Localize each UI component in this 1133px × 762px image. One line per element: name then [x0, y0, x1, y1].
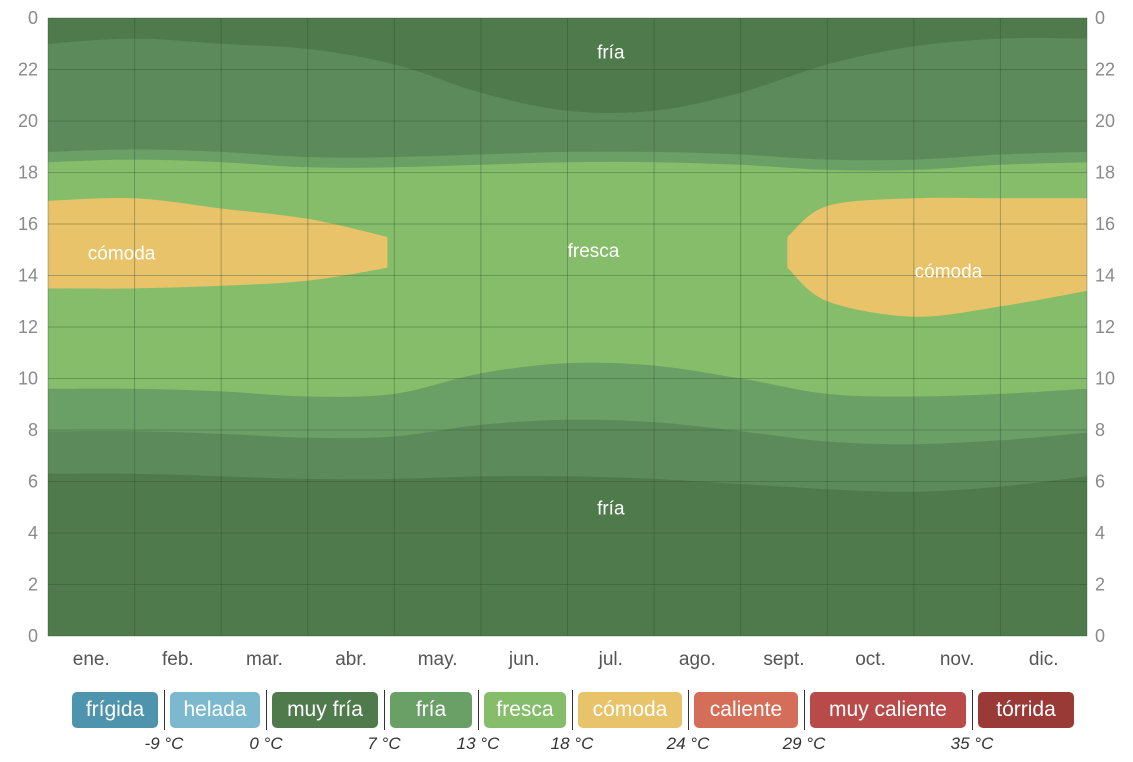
legend-chip: caliente	[694, 692, 798, 728]
legend-chip: tórrida	[978, 692, 1074, 728]
y-tick-label-right: 10	[1095, 369, 1115, 389]
x-tick-label: dic.	[1029, 649, 1059, 670]
y-tick-label-left: 20	[18, 111, 38, 131]
y-tick-label-right: 0	[1095, 8, 1105, 28]
y-tick-label-left: 12	[18, 317, 38, 337]
y-tick-label-right: 14	[1095, 266, 1115, 286]
band-label: cómoda	[88, 243, 156, 264]
legend-threshold: 13 °C	[456, 734, 500, 753]
legend-threshold: -9 °C	[144, 734, 184, 753]
x-tick-label: may.	[418, 649, 458, 670]
band-labels: fría cómoda fresca cómoda fría	[88, 42, 983, 519]
y-tick-label-right: 6	[1095, 472, 1105, 492]
band-label: fría	[597, 498, 625, 519]
y-tick-label-left: 22	[18, 60, 38, 80]
x-tick-label: oct.	[855, 649, 886, 670]
y-tick-label-right: 16	[1095, 214, 1115, 234]
band-comoda-left	[48, 198, 388, 289]
y-tick-label-left: 10	[18, 369, 38, 389]
legend-threshold: 24 °C	[666, 734, 710, 753]
legend-separator	[384, 690, 385, 730]
x-tick-label: nov.	[940, 649, 975, 670]
y-tick-label-right: 8	[1095, 420, 1105, 440]
temperature-bands	[48, 18, 1087, 636]
x-tick-label: sept.	[763, 649, 804, 670]
band-label: fría	[597, 42, 625, 63]
y-tick-label-left: 8	[28, 420, 38, 440]
legend-separator	[164, 690, 165, 730]
legend-chip: muy fría	[272, 692, 378, 728]
y-tick-label-left: 2	[28, 575, 38, 595]
legend-threshold: 0 °C	[249, 734, 283, 753]
y-tick-label-left: 4	[28, 523, 38, 543]
temperature-legend: frígida helada muy fría fría fresca cómoda cal…	[0, 690, 1133, 762]
x-tick-label: ago.	[679, 649, 716, 670]
y-tick-label-left: 6	[28, 472, 38, 492]
y-tick-label-right: 20	[1095, 111, 1115, 131]
x-tick-label: ene.	[73, 649, 110, 670]
y-tick-label-left: 18	[18, 163, 38, 183]
legend-separator	[266, 690, 267, 730]
y-tick-label-right: 0	[1095, 626, 1105, 646]
x-tick-label: abr.	[335, 649, 367, 670]
y-tick-label-right: 12	[1095, 317, 1115, 337]
x-tick-label: jul.	[598, 649, 623, 670]
y-tick-label-right: 18	[1095, 163, 1115, 183]
legend-threshold: 18 °C	[550, 734, 594, 753]
y-tick-label-right: 22	[1095, 60, 1115, 80]
y-tick-label-left: 16	[18, 214, 38, 234]
legend-separator	[688, 690, 689, 730]
legend-chip: frígida	[72, 692, 158, 728]
grid-lines	[47, 17, 1088, 637]
legend-chip: fría	[390, 692, 472, 728]
legend-separator	[572, 690, 573, 730]
y-tick-label-left: 0	[28, 8, 38, 28]
legend-separator	[804, 690, 805, 730]
x-axis: ene. feb. mar. abr. may. jun. jul. ago. sept. oct…	[73, 649, 1059, 670]
legend-threshold: 35 °C	[950, 734, 994, 753]
legend-separator	[972, 690, 973, 730]
y-tick-label-right: 2	[1095, 575, 1105, 595]
y-tick-label-right: 4	[1095, 523, 1105, 543]
x-tick-label: mar.	[246, 649, 283, 670]
legend-chip: muy caliente	[810, 692, 966, 728]
y-tick-label-left: 0	[28, 626, 38, 646]
legend-threshold: 7 °C	[367, 734, 401, 753]
band-comoda-right	[787, 197, 1087, 317]
x-tick-label: feb.	[162, 649, 194, 670]
legend-chip: helada	[170, 692, 260, 728]
legend-separator	[478, 690, 479, 730]
x-tick-label: jun.	[508, 649, 540, 670]
legend-threshold: 29 °C	[782, 734, 826, 753]
legend-chip: fresca	[484, 692, 566, 728]
band-label: cómoda	[915, 261, 983, 282]
legend-chip: cómoda	[578, 692, 682, 728]
band-label: fresca	[568, 241, 620, 262]
y-tick-label-left: 14	[18, 266, 38, 286]
